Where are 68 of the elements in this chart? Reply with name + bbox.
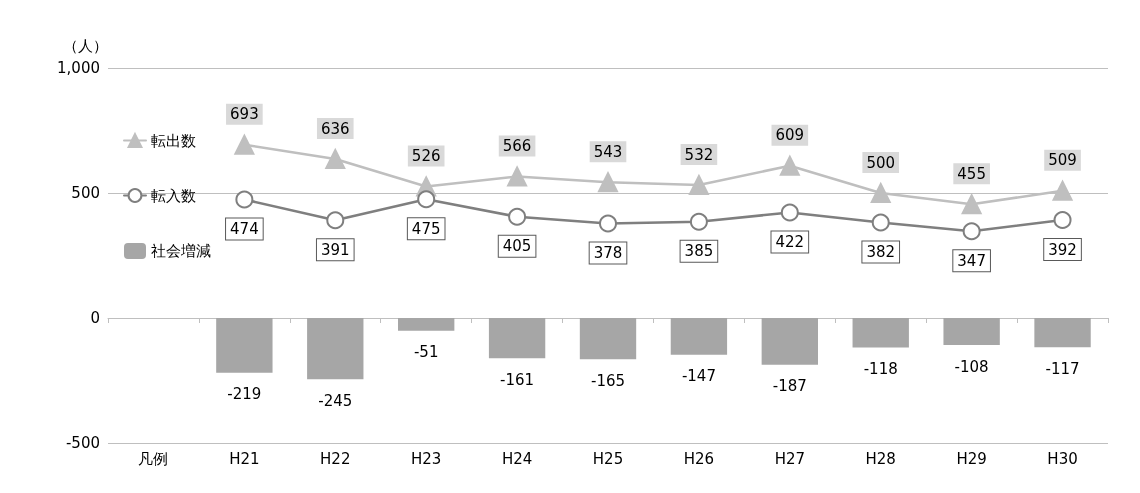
- data-label: 532: [684, 145, 714, 164]
- data-label: 609: [775, 126, 805, 145]
- data-label: 474: [230, 220, 259, 238]
- data-label: 543: [593, 142, 623, 161]
- data-label: 693: [230, 105, 259, 124]
- point: [962, 222, 981, 241]
- data-label: 378: [593, 244, 623, 262]
- point: [871, 213, 890, 232]
- point: [234, 134, 255, 155]
- data-label: 382: [866, 243, 896, 261]
- data-label: 509: [1048, 151, 1077, 170]
- data-label: 566: [502, 137, 532, 155]
- data-label: 405: [502, 237, 532, 256]
- legend-label: 転入数: [151, 186, 196, 205]
- data-label: -245: [318, 391, 353, 410]
- data-label: 391: [320, 240, 350, 259]
- x-tick-label: H22: [320, 449, 351, 468]
- data-label: 526: [411, 147, 441, 165]
- point: [870, 183, 891, 203]
- x-tick-label: H27: [774, 449, 806, 468]
- point: [1052, 180, 1073, 201]
- legend-label: 社会増減: [151, 242, 211, 260]
- point: [780, 203, 799, 222]
- point: [599, 214, 617, 233]
- point: [689, 212, 708, 231]
- data-label: 455: [957, 164, 986, 183]
- data-label: -187: [772, 377, 807, 396]
- data-label: -51: [413, 343, 439, 362]
- data-label: 392: [1048, 240, 1077, 259]
- data-label: -161: [500, 370, 535, 389]
- point: [326, 211, 345, 230]
- data-label: 347: [957, 251, 986, 270]
- x-tick-label: H25: [592, 449, 624, 468]
- y-tick-label: 1,000: [57, 59, 100, 77]
- data-label: -165: [590, 371, 626, 390]
- x-tick-label: H23: [410, 449, 442, 468]
- point: [688, 175, 709, 195]
- x-tick-label: H29: [956, 449, 987, 468]
- y-tick-label: 500: [71, 184, 100, 202]
- data-label: 385: [684, 242, 714, 261]
- data-label: -219: [227, 385, 262, 404]
- data-label: 422: [775, 233, 805, 251]
- data-label: 500: [866, 153, 896, 172]
- point: [417, 190, 436, 209]
- point: [325, 149, 346, 169]
- y-tick-label: -500: [65, 434, 100, 452]
- point: [507, 166, 528, 187]
- point: [1053, 211, 1072, 229]
- point: [235, 190, 254, 209]
- point: [961, 194, 982, 215]
- x-tick-label: H26: [683, 449, 715, 468]
- x-tick-label: H21: [229, 449, 260, 468]
- x-tick-label: 凡例: [138, 449, 169, 468]
- x-tick-label: H30: [1047, 449, 1078, 468]
- y-tick-label: 0: [90, 309, 100, 327]
- y-axis-title: （人）: [63, 36, 108, 55]
- data-label: 636: [320, 119, 350, 138]
- x-tick-label: H24: [501, 449, 533, 468]
- data-label: 475: [411, 219, 441, 238]
- legend-label: 転出数: [151, 131, 196, 150]
- data-label: -147: [681, 367, 716, 386]
- x-tick-label: H28: [865, 449, 896, 468]
- point: [508, 207, 527, 226]
- data-label: -108: [954, 357, 989, 376]
- data-label: -118: [863, 360, 898, 378]
- point: [779, 155, 800, 176]
- data-label: -117: [1045, 359, 1080, 378]
- point: [598, 172, 618, 193]
